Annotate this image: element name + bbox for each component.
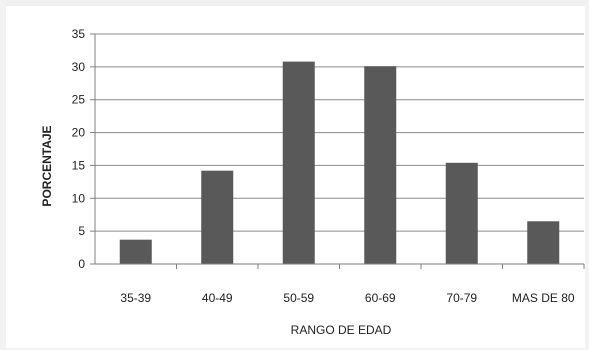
bar-chart: 0 5 10 15 20 25 30 35 35-39 40-49 50-59 60-69 70-79… xyxy=(40,27,585,337)
bars xyxy=(119,61,560,264)
bar-40-49 xyxy=(201,170,234,264)
x-tick-label: 60-69 xyxy=(365,291,396,305)
x-tick-labels: 35-39 40-49 50-59 60-69 70-79 MAS DE 80 xyxy=(120,291,575,305)
axes xyxy=(94,34,584,265)
x-tick-label: MAS DE 80 xyxy=(512,291,575,305)
y-tick-labels: 0 5 10 15 20 25 30 35 xyxy=(72,27,86,271)
bar-mas-de-80 xyxy=(527,221,560,264)
y-tick-label: 35 xyxy=(72,27,86,41)
y-tick-label: 20 xyxy=(72,126,86,140)
y-tick-label: 30 xyxy=(72,60,86,74)
x-tick-label: 50-59 xyxy=(283,291,314,305)
y-tick-label: 10 xyxy=(72,191,86,205)
y-tick-label: 25 xyxy=(72,93,86,107)
x-tick-label: 35-39 xyxy=(120,291,151,305)
y-axis-title: PORCENTAJE xyxy=(40,125,54,206)
y-tick-label: 5 xyxy=(78,224,85,238)
x-tick-label: 70-79 xyxy=(446,291,477,305)
gridlines xyxy=(90,33,585,269)
y-tick-label: 0 xyxy=(78,257,85,271)
x-axis-title: RANGO DE EDAD xyxy=(291,323,392,337)
bar-50-59 xyxy=(282,61,315,264)
bar-70-79 xyxy=(445,162,478,264)
x-tick-label: 40-49 xyxy=(202,291,233,305)
bar-35-39 xyxy=(119,239,152,264)
y-tick-label: 15 xyxy=(72,158,86,172)
bar-60-69 xyxy=(364,66,397,264)
